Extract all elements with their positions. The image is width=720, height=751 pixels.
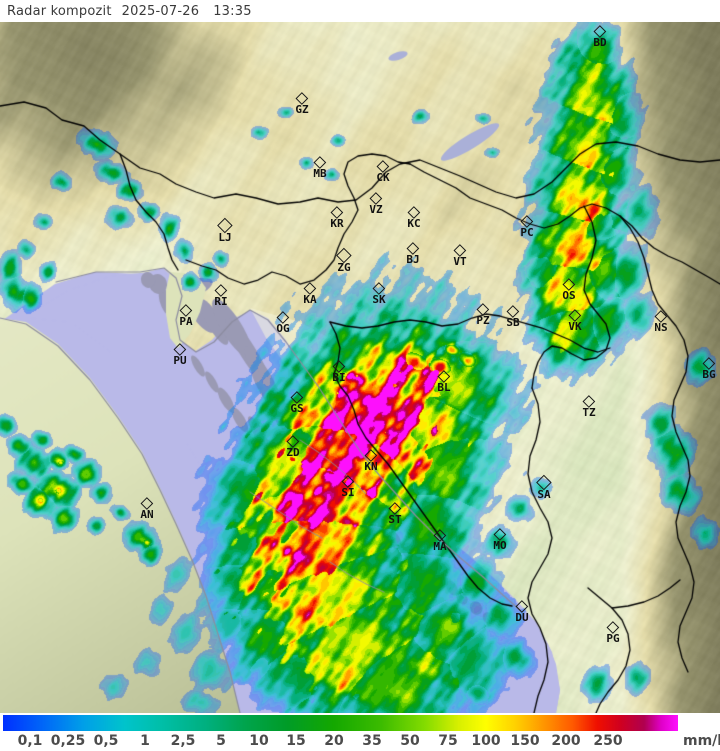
scale-tick-4: 2,5 <box>170 733 196 749</box>
scale-tick-10: 50 <box>400 733 420 749</box>
radar-time: 13:35 <box>213 3 252 19</box>
scale-tick-15: 250 <box>593 733 623 749</box>
color-scale-legend: 0,1 0,25 0,5 1 2,5 5 10 15 20 35 50 75 100 150 200 250 m… <box>0 713 720 751</box>
radar-map-canvas[interactable] <box>0 22 720 713</box>
scale-tick-2: 0,5 <box>93 733 119 749</box>
color-scale-bar <box>3 715 678 731</box>
color-scale-ticks: 0,1 0,25 0,5 1 2,5 5 10 15 20 35 50 75 100 150 200 250 m… <box>0 733 720 751</box>
radar-map[interactable]: GZ BD MB CK VZ KR KC LJ PC BJ ZG VT KA SK RI PZ SB OS VK NS… <box>0 22 720 713</box>
scale-tick-1: 0,25 <box>50 733 86 749</box>
scale-tick-0: 0,1 <box>17 733 43 749</box>
scale-tick-14: 200 <box>551 733 581 749</box>
scale-tick-9: 35 <box>362 733 382 749</box>
scale-tick-7: 15 <box>286 733 306 749</box>
scale-tick-11: 75 <box>438 733 458 749</box>
scale-tick-3: 1 <box>140 733 150 749</box>
scale-tick-12: 100 <box>471 733 501 749</box>
scale-unit-label: mm/h <box>683 733 720 749</box>
scale-tick-8: 20 <box>324 733 344 749</box>
scale-tick-5: 5 <box>216 733 226 749</box>
scale-tick-13: 150 <box>510 733 540 749</box>
scale-tick-6: 10 <box>249 733 269 749</box>
title-bar: Radar kompozit 2025-07-26 13:35 <box>0 0 720 22</box>
radar-date: 2025-07-26 <box>121 3 200 19</box>
page-title: Radar kompozit <box>7 3 112 19</box>
